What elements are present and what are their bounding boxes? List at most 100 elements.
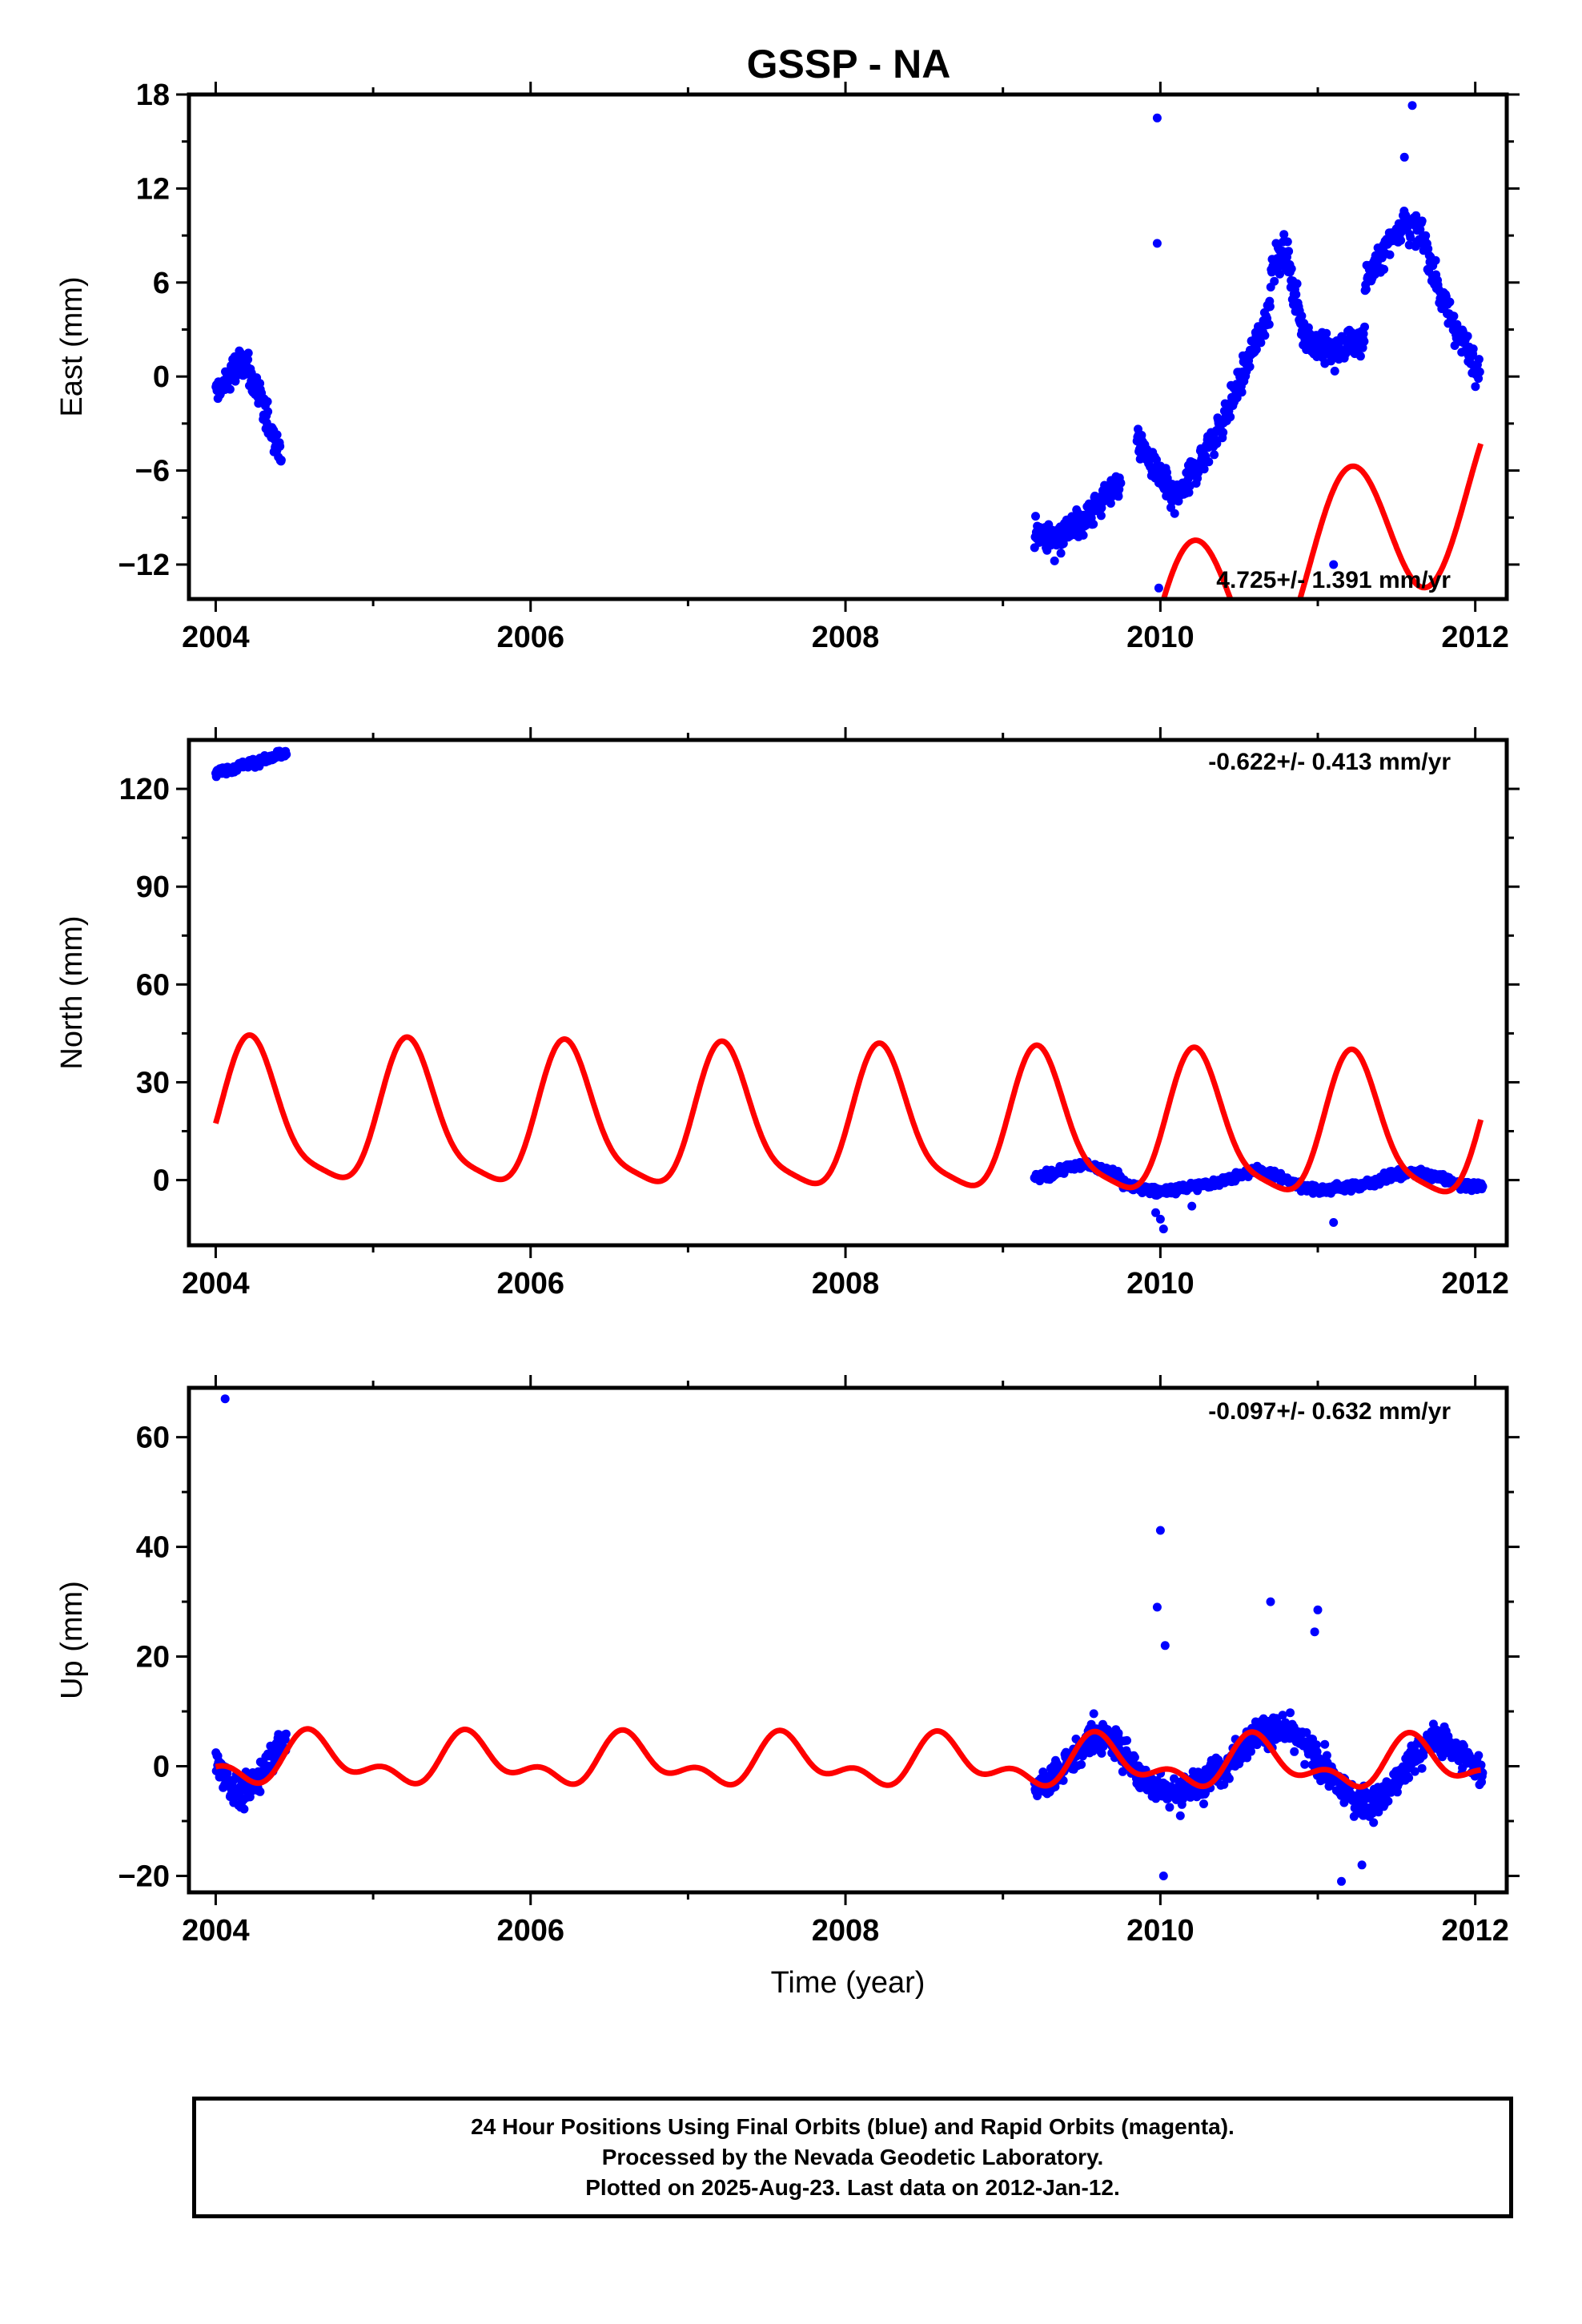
east-data-point bbox=[1361, 284, 1371, 294]
east-data-point bbox=[225, 384, 235, 394]
east-data-point bbox=[1322, 328, 1331, 338]
north-outlier-point bbox=[1329, 1218, 1339, 1227]
figure-title: GSSP - NA bbox=[747, 42, 951, 86]
east-data-point bbox=[1463, 332, 1472, 341]
up-data-point bbox=[1312, 1747, 1322, 1756]
east-data-point bbox=[1396, 235, 1406, 245]
east-data-point bbox=[1471, 382, 1480, 392]
east-outlier-point bbox=[1407, 101, 1417, 111]
up-rate-label: -0.097+/- 0.632 mm/yr bbox=[1208, 1398, 1451, 1425]
up-outlier-point bbox=[1357, 1860, 1367, 1870]
east-data-point bbox=[1385, 250, 1395, 259]
east-data-point bbox=[1096, 511, 1106, 521]
north-y-tick-label: 120 bbox=[119, 773, 170, 806]
east-data-point bbox=[1275, 269, 1284, 279]
up-data-point bbox=[1322, 1751, 1331, 1760]
east-x-tick-label: 2008 bbox=[812, 621, 880, 654]
east-y-tick-label: 6 bbox=[153, 267, 170, 300]
east-data-point bbox=[276, 456, 286, 464]
up-frame bbox=[187, 1385, 1509, 1895]
north-panel: North (mm) 2004 2006 2008 2010 2012 0 30 60 90 12… bbox=[55, 727, 1520, 1301]
east-y-tick-label: −12 bbox=[118, 549, 170, 582]
east-data-point bbox=[1284, 247, 1294, 256]
up-data-point bbox=[1290, 1747, 1299, 1756]
up-outlier-point bbox=[1152, 1602, 1162, 1612]
up-y-tick-label: 60 bbox=[136, 1421, 170, 1455]
east-data-point bbox=[1265, 302, 1275, 312]
east-data-point bbox=[231, 376, 240, 386]
up-data-point bbox=[1165, 1803, 1174, 1812]
east-rate-label: 4.725+/- 1.391 mm/yr bbox=[1216, 567, 1451, 593]
east-x-tick-label: 2006 bbox=[496, 621, 564, 654]
up-data-point bbox=[1097, 1748, 1106, 1758]
east-data-point bbox=[1406, 233, 1415, 243]
east-data-point bbox=[1475, 367, 1484, 376]
up-x-tick-label: 2006 bbox=[496, 1914, 564, 1948]
east-data-point bbox=[243, 348, 253, 358]
east-data-point bbox=[1330, 366, 1339, 376]
up-data-point bbox=[1349, 1811, 1359, 1821]
up-data-point bbox=[255, 1787, 265, 1796]
up-data-point bbox=[1286, 1708, 1295, 1718]
north-frame bbox=[187, 738, 1509, 1248]
north-data-points bbox=[211, 746, 1488, 1234]
footer-line-3: Plotted on 2025-Aug-23. Last data on 201… bbox=[585, 2175, 1120, 2200]
up-data-point bbox=[1077, 1759, 1086, 1769]
east-data-point bbox=[1116, 478, 1126, 488]
up-data-point bbox=[281, 1729, 291, 1739]
north-y-tick-label: 90 bbox=[136, 870, 170, 904]
up-data-point bbox=[1459, 1741, 1468, 1751]
up-y-tick-label: 40 bbox=[136, 1531, 170, 1565]
up-data-point bbox=[1199, 1799, 1208, 1808]
east-data-point bbox=[1270, 276, 1279, 286]
east-outlier-point bbox=[1152, 113, 1162, 123]
north-ylabel: North (mm) bbox=[55, 915, 89, 1069]
east-data-point bbox=[1152, 455, 1161, 464]
up-data-point bbox=[1219, 1779, 1229, 1789]
north-data-point bbox=[1478, 1182, 1488, 1192]
east-data-point bbox=[1114, 492, 1123, 501]
east-data-point bbox=[1226, 412, 1235, 422]
east-data-point bbox=[1170, 509, 1179, 518]
up-x-tick-label: 2004 bbox=[182, 1914, 250, 1948]
north-outlier-point bbox=[1155, 1214, 1165, 1224]
east-data-point bbox=[1137, 431, 1146, 440]
up-data-point bbox=[1369, 1818, 1379, 1827]
east-data-point bbox=[1474, 374, 1484, 384]
east-y-tick-label: 0 bbox=[153, 360, 170, 394]
east-data-point bbox=[1359, 336, 1369, 346]
east-data-point bbox=[1245, 362, 1255, 372]
up-ylabel: Up (mm) bbox=[55, 1581, 89, 1699]
east-data-point bbox=[272, 430, 282, 440]
east-data-point bbox=[1260, 331, 1270, 340]
up-data-point bbox=[1474, 1751, 1484, 1760]
up-outlier-point bbox=[1155, 1526, 1165, 1535]
east-data-point bbox=[1292, 279, 1302, 288]
east-data-point bbox=[1449, 312, 1459, 321]
east-data-point bbox=[1379, 264, 1389, 274]
east-outlier-point bbox=[1152, 239, 1162, 248]
north-data-point bbox=[282, 750, 291, 759]
east-data-point bbox=[1355, 352, 1365, 361]
east-data-point bbox=[1421, 231, 1431, 240]
up-outlier-point bbox=[220, 1394, 230, 1404]
east-data-point bbox=[1078, 530, 1088, 540]
up-data-points bbox=[211, 1394, 1488, 1886]
east-ylabel: East (mm) bbox=[55, 276, 89, 416]
east-y-tick-label: 18 bbox=[136, 78, 170, 112]
east-y-tick-label: −6 bbox=[135, 455, 170, 489]
east-data-point bbox=[1184, 488, 1194, 497]
east-data-point bbox=[1219, 428, 1228, 437]
up-data-point bbox=[1320, 1739, 1330, 1749]
east-data-point bbox=[1204, 457, 1214, 467]
up-outlier-point bbox=[1160, 1641, 1170, 1651]
footer-line-1: 24 Hour Positions Using Final Orbits (bl… bbox=[471, 2114, 1235, 2139]
up-y-tick-label: 20 bbox=[136, 1641, 170, 1675]
up-x-tick-label: 2008 bbox=[812, 1914, 880, 1948]
up-outlier-point bbox=[1158, 1872, 1168, 1880]
east-data-point bbox=[1411, 211, 1421, 220]
north-y-tick-label: 0 bbox=[153, 1164, 170, 1198]
east-data-point bbox=[1237, 388, 1247, 397]
footer-line-2: Processed by the Nevada Geodetic Laborat… bbox=[601, 2145, 1104, 2169]
up-x-tick-label: 2010 bbox=[1126, 1914, 1195, 1948]
